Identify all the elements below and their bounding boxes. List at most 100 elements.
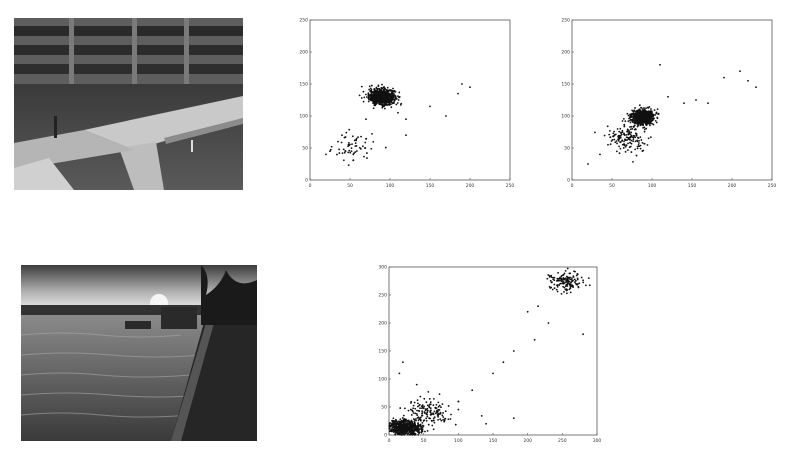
scatter-point	[568, 280, 571, 283]
scatter-point	[358, 146, 361, 149]
scatter-point	[402, 429, 405, 431]
scatter-point	[573, 270, 575, 273]
scatter-point	[338, 152, 341, 154]
scatter-point	[646, 118, 649, 121]
scatter-point	[634, 136, 637, 139]
scatter-point	[384, 146, 387, 149]
scatter-point	[649, 114, 651, 117]
scatter-point	[623, 125, 626, 128]
scatter-point	[627, 133, 630, 136]
scatter-point	[329, 148, 332, 151]
scatter-point	[573, 278, 576, 281]
scatter-point	[368, 88, 371, 91]
scatter-point	[418, 410, 421, 413]
scatter-point	[429, 414, 432, 416]
scatter-point	[643, 109, 646, 112]
scatter-point	[433, 416, 436, 419]
scatter-point	[652, 118, 654, 121]
scatter-point	[652, 123, 655, 126]
scatter-point	[559, 279, 561, 282]
scatter-point	[568, 282, 571, 285]
scatter-point	[638, 139, 640, 142]
scatter-point	[450, 413, 452, 416]
y-tick-label: 200	[299, 50, 308, 56]
scatter-point	[425, 417, 428, 420]
scatter-point	[401, 432, 404, 435]
scatter-point	[388, 99, 391, 102]
scatter-point	[351, 135, 354, 138]
scatter-point	[444, 417, 447, 420]
scatter-point	[432, 419, 435, 422]
scatter-point	[391, 92, 394, 95]
scatter-point	[641, 113, 644, 116]
scatter-point	[618, 152, 621, 155]
scatter-point	[354, 142, 357, 144]
scatter-point	[599, 153, 601, 156]
scatter-point	[641, 117, 644, 120]
scatter-point	[569, 286, 572, 288]
scatter-point	[401, 361, 404, 364]
scatter-point	[418, 431, 421, 434]
scatter-point	[640, 139, 643, 141]
scatter-point	[378, 87, 381, 90]
scatter-point	[428, 405, 430, 408]
scatter-point	[362, 145, 364, 148]
scatter-point	[363, 155, 365, 158]
scatter-point	[608, 133, 611, 136]
scatter-point	[372, 101, 375, 103]
scatter-point	[550, 276, 553, 279]
scatter-point	[390, 96, 393, 99]
scatter-point	[407, 429, 410, 432]
scatter-point	[637, 124, 640, 127]
scatter-point	[325, 153, 327, 156]
scatter-point	[369, 94, 372, 97]
scatter-point	[342, 159, 345, 162]
scatter-point	[645, 107, 647, 110]
scatter-point	[377, 85, 380, 87]
scatter-point	[365, 138, 367, 140]
scatter-point	[383, 99, 386, 101]
scatter-point	[380, 101, 382, 104]
scatter-point	[553, 287, 556, 290]
scatter-point	[364, 141, 367, 144]
scatter-point	[392, 87, 394, 90]
scatter-point	[613, 134, 616, 136]
scatter-point	[372, 94, 375, 97]
scatter-point	[629, 126, 631, 128]
scatter-point	[371, 94, 374, 97]
scatter-point	[372, 140, 375, 143]
scatter-point	[636, 125, 639, 128]
scatter-point	[408, 421, 411, 424]
scatter-point	[432, 404, 435, 407]
scatter-point	[637, 136, 639, 139]
scatter-point	[411, 430, 414, 433]
scatter-point	[368, 96, 371, 98]
scatter-point	[431, 424, 434, 427]
scatter-point	[429, 401, 432, 404]
scatter-point	[374, 103, 377, 106]
scatter-point	[347, 164, 350, 167]
scatter-point	[354, 151, 357, 153]
scatter-point	[628, 138, 631, 141]
scatter-point	[632, 126, 635, 128]
scatter-point	[557, 278, 560, 280]
scatter-plot-1: 0 50 100 150 200 250 0 50 100 150 200 250	[299, 18, 514, 189]
scatter-point	[683, 102, 685, 105]
scatter-point	[423, 419, 426, 422]
scatter-point	[393, 429, 396, 431]
scatter-point	[422, 407, 425, 410]
scatter-point	[627, 132, 630, 134]
scatter-point	[371, 90, 374, 93]
scatter-point	[380, 89, 382, 92]
scatter-point	[643, 107, 645, 109]
scatter-point	[572, 276, 575, 278]
scatter-point	[635, 134, 638, 136]
scatter-point	[345, 131, 348, 134]
scatter-point	[614, 141, 617, 144]
scatter-point	[390, 106, 393, 109]
scatter-point	[574, 279, 577, 282]
scatter-point	[569, 291, 572, 294]
scatter-point	[572, 279, 574, 282]
scatter-point	[418, 428, 421, 431]
scatter-point	[657, 112, 660, 115]
